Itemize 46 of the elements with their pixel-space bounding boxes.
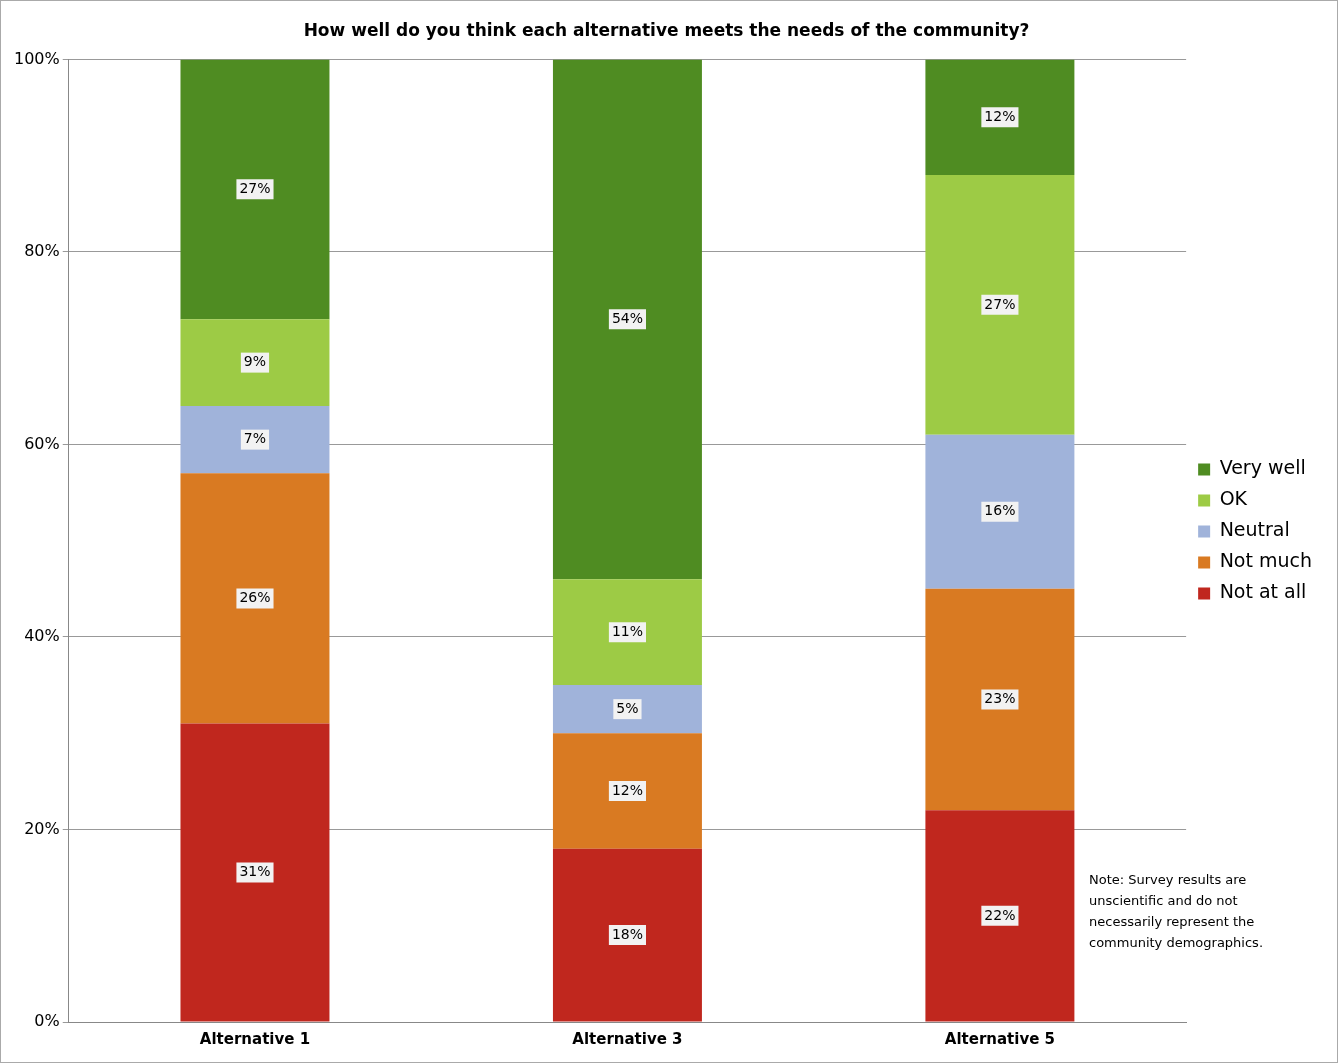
legend-label: Neutral xyxy=(1219,518,1290,541)
bar xyxy=(925,810,1075,1022)
data-label: 31% xyxy=(239,863,271,880)
bar xyxy=(552,685,702,734)
data-label: 23% xyxy=(984,690,1016,707)
legend-label: Not at all xyxy=(1219,580,1307,603)
data-label: 16% xyxy=(984,502,1016,519)
bar xyxy=(552,59,702,580)
legend-label: Very well xyxy=(1219,456,1306,479)
data-label: 11% xyxy=(611,622,643,639)
bar xyxy=(552,848,702,1022)
bar xyxy=(180,473,330,724)
y-tick-label: 40% xyxy=(24,626,60,646)
data-label: 9% xyxy=(243,353,267,370)
y-tick-label: 0% xyxy=(34,1011,60,1031)
bar xyxy=(180,319,330,406)
data-label: 7% xyxy=(243,430,267,447)
data-label: 27% xyxy=(239,179,271,196)
bar xyxy=(180,723,330,1022)
x-tick-label: Alternative 3 xyxy=(572,1029,683,1048)
bar xyxy=(925,59,1075,175)
legend-label: Not much xyxy=(1219,549,1313,572)
y-tick-label: 100% xyxy=(13,48,60,68)
bar xyxy=(925,588,1075,811)
data-label: 27% xyxy=(984,295,1016,312)
bar xyxy=(552,733,702,849)
bar xyxy=(552,579,702,686)
x-tick-label: Alternative 1 xyxy=(199,1029,311,1048)
data-label: 22% xyxy=(984,906,1016,923)
bar xyxy=(180,405,330,474)
data-label: 12% xyxy=(984,107,1016,124)
data-label: 26% xyxy=(239,589,271,606)
data-label: 18% xyxy=(611,925,643,942)
bar xyxy=(925,434,1075,589)
bar xyxy=(180,59,330,320)
y-tick-label: 60% xyxy=(24,433,60,453)
legend-label: OK xyxy=(1219,487,1248,510)
y-tick-label: 20% xyxy=(24,818,60,838)
x-tick-label: Alternative 5 xyxy=(944,1029,1056,1048)
data-label: 54% xyxy=(611,309,643,326)
y-tick-label: 80% xyxy=(24,241,60,261)
chart-title: How well do you think each alternative meets the needs of the community? xyxy=(303,19,1030,40)
bar xyxy=(925,174,1075,435)
data-label: 5% xyxy=(616,699,639,716)
annotation: Note: Survey results are unscientific and do not necessarily represent the community demographics. xyxy=(1089,871,1265,952)
data-label: 12% xyxy=(611,781,643,798)
